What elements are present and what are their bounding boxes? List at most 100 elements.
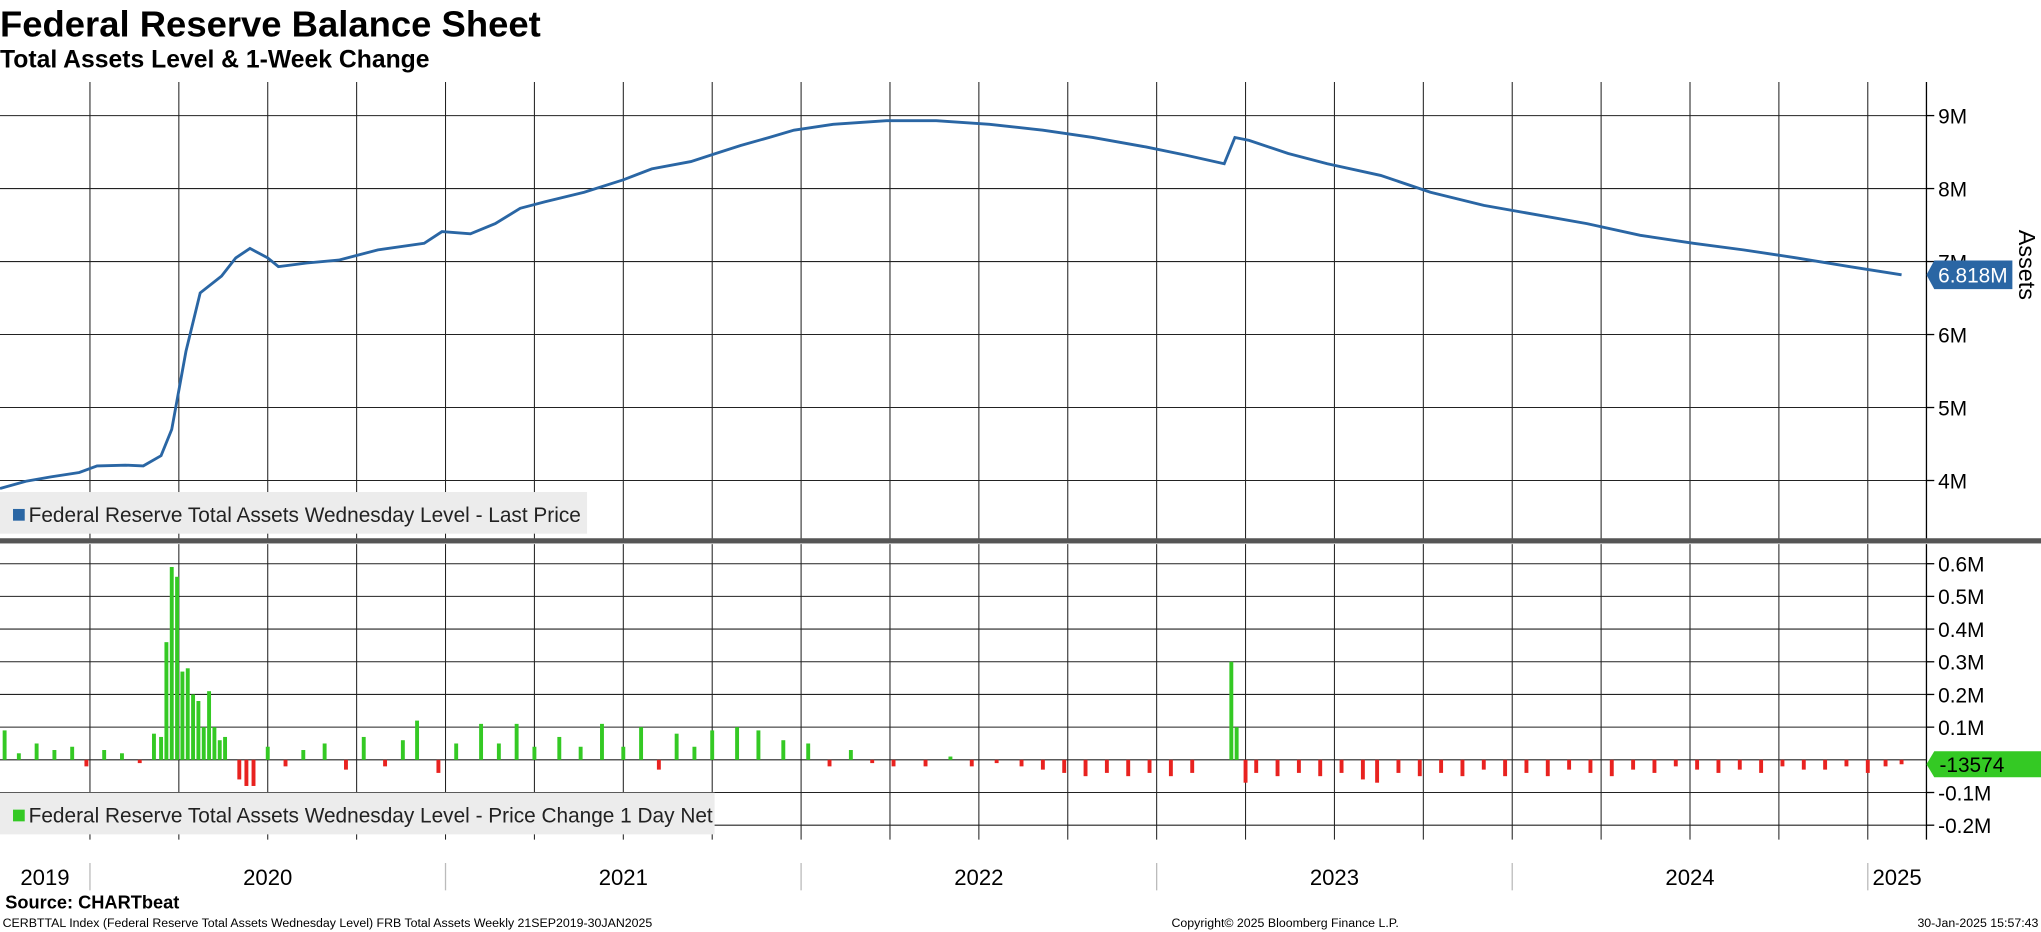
bar — [52, 750, 57, 760]
bar — [1865, 759, 1870, 773]
chart-subtitle: Total Assets Level & 1-Week Change — [0, 47, 430, 74]
bar — [1275, 759, 1280, 777]
bar — [1243, 759, 1248, 783]
bar — [16, 753, 21, 760]
bar — [1883, 759, 1888, 767]
legend-label: Federal Reserve Total Assets Wednesday L… — [29, 504, 581, 527]
bar — [1545, 759, 1550, 777]
y-tick-label: 4M — [1938, 470, 1967, 493]
bar — [1801, 759, 1806, 770]
bar — [923, 759, 928, 767]
bar — [1318, 759, 1323, 777]
x-tick-label: 2023 — [1310, 865, 1359, 890]
bar — [454, 743, 459, 760]
bar — [301, 750, 306, 760]
bar — [1234, 727, 1239, 760]
bar — [1396, 759, 1401, 773]
bar — [164, 642, 169, 760]
bar — [1229, 661, 1234, 760]
bar — [781, 740, 786, 760]
bar — [217, 740, 222, 760]
bar — [1040, 759, 1045, 770]
x-tick-label: 2024 — [1665, 865, 1714, 890]
bar — [1460, 759, 1465, 777]
bar — [415, 720, 420, 760]
bar — [322, 743, 327, 760]
bar — [710, 730, 715, 760]
bar — [674, 733, 679, 760]
x-tick-label: 2021 — [599, 865, 648, 890]
bar — [479, 723, 484, 760]
bar — [1439, 759, 1444, 773]
bar — [84, 759, 89, 767]
bar — [1104, 759, 1109, 773]
bar — [1503, 759, 1508, 777]
bar — [237, 759, 242, 780]
bar — [1083, 759, 1088, 777]
bar — [175, 576, 180, 760]
bar — [251, 759, 256, 786]
bar — [735, 727, 740, 760]
bar — [34, 743, 39, 760]
bar — [557, 736, 562, 760]
bar — [532, 746, 537, 760]
bar — [102, 750, 107, 760]
bar — [265, 746, 270, 760]
bar — [1019, 759, 1024, 767]
bar — [223, 736, 228, 760]
bar — [1126, 759, 1131, 777]
bar — [1609, 759, 1614, 777]
bar — [436, 759, 441, 773]
bar — [948, 756, 953, 760]
bar — [1695, 759, 1700, 770]
bar — [1588, 759, 1593, 773]
bar — [891, 759, 896, 767]
bar — [514, 723, 519, 760]
bar — [1844, 759, 1849, 767]
bar — [1673, 759, 1678, 767]
bar — [1417, 759, 1422, 777]
bar — [180, 671, 185, 760]
bar — [201, 727, 206, 760]
line-series — [0, 119, 1902, 490]
panel-divider — [0, 538, 2041, 544]
bar — [1652, 759, 1657, 773]
footer-right: 30-Jan-2025 15:57:43 — [1917, 916, 2038, 930]
legend-label: Federal Reserve Total Assets Wednesday L… — [29, 805, 713, 828]
bar — [1716, 759, 1721, 773]
bar — [1759, 759, 1764, 773]
y-tick-label: 6M — [1938, 324, 1967, 347]
bar — [1567, 759, 1572, 770]
bar — [196, 700, 201, 760]
y-tick-label: -0.2M — [1938, 815, 1991, 838]
last-value-tag — [1926, 260, 2013, 290]
bar — [400, 740, 405, 760]
bar — [185, 668, 190, 760]
bar — [656, 759, 661, 770]
bar — [1254, 759, 1259, 773]
last-value-tag — [1926, 751, 2041, 778]
bar — [244, 759, 249, 786]
bar — [152, 733, 156, 760]
bar — [1360, 759, 1365, 780]
bar — [383, 759, 388, 767]
x-tick-label: 2020 — [243, 865, 292, 890]
bar — [639, 727, 644, 760]
y-tick-label: 0.2M — [1938, 684, 1984, 707]
bar — [1737, 759, 1742, 770]
bar — [969, 759, 974, 767]
x-tick-label: 2022 — [954, 865, 1003, 890]
chart-title: Federal Reserve Balance Sheet — [0, 3, 541, 44]
bar — [120, 753, 124, 760]
footer-center: Copyright© 2025 Bloomberg Finance L.P. — [1171, 916, 1398, 930]
bar — [1823, 759, 1828, 770]
legend-swatch — [13, 508, 25, 521]
bar — [344, 759, 348, 770]
bar — [1375, 759, 1380, 783]
bar — [1296, 759, 1301, 773]
last-value-label: 6.818M — [1938, 265, 2007, 288]
bar — [1899, 759, 1904, 765]
bar — [2, 730, 7, 760]
bar — [70, 746, 75, 760]
